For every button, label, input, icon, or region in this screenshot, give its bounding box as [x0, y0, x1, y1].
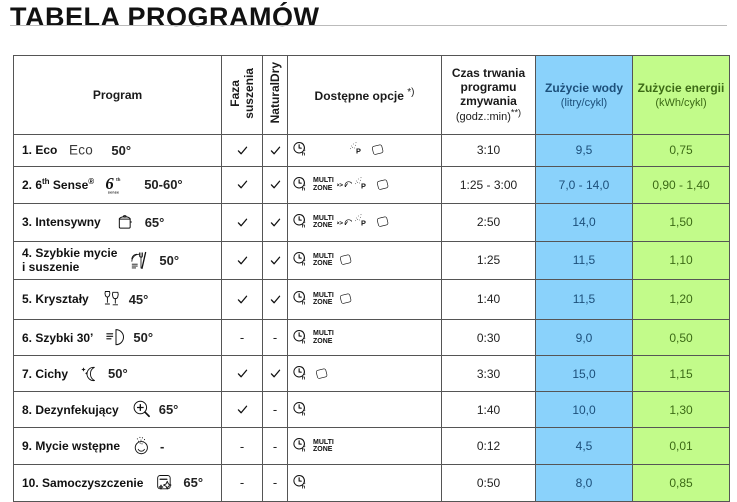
svg-text:sense: sense: [108, 190, 119, 194]
svg-text:Eco: Eco: [69, 143, 93, 158]
svg-text:th: th: [116, 176, 121, 181]
